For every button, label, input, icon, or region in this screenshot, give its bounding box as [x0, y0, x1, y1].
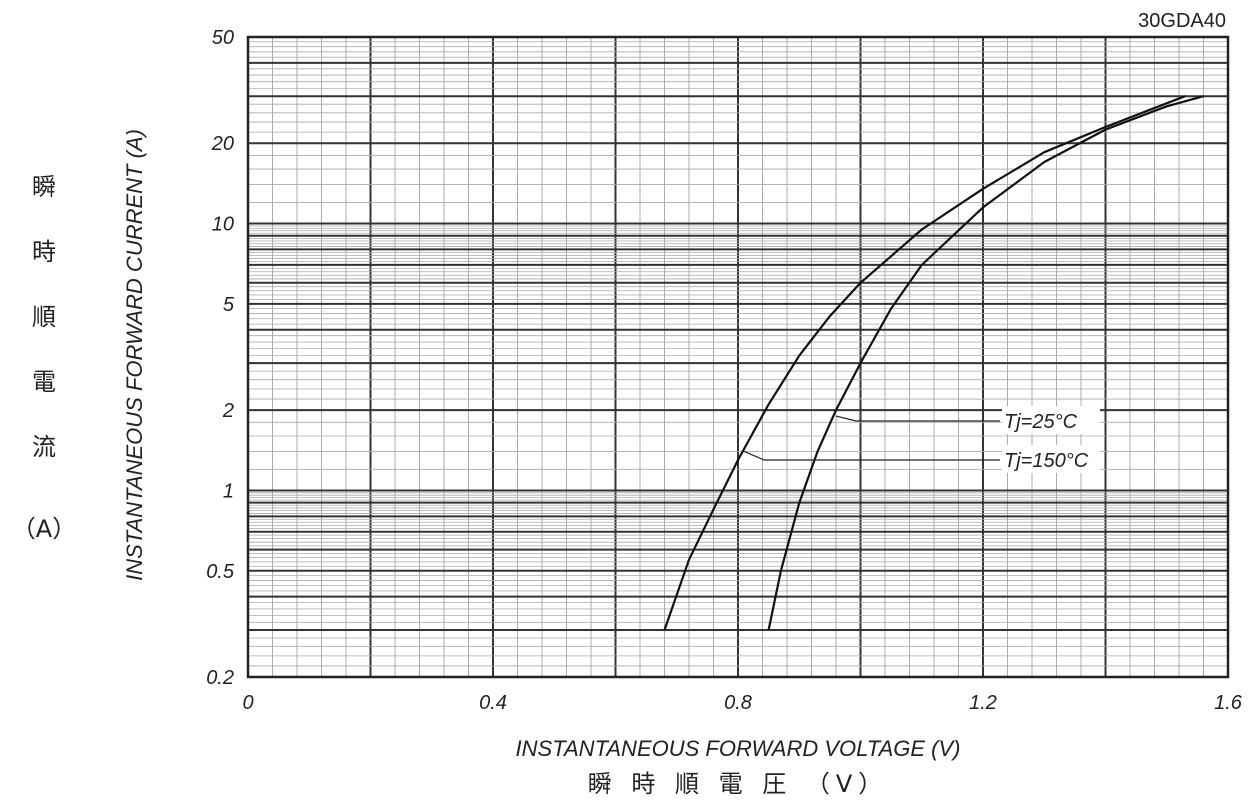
y-tick-label: 0.5: [206, 561, 235, 583]
series-layer: [663, 95, 1204, 631]
y-tick-label: 10: [212, 214, 234, 236]
y-axis-label: INSTANTANEOUS FORWARD CURRENT (A): [122, 129, 147, 581]
x-tick-label: 1.6: [1214, 692, 1243, 714]
y-tick-label: 20: [211, 133, 234, 155]
series-label-bg: [1002, 445, 1100, 473]
y-axis-label-jp-char: 瞬: [32, 173, 56, 201]
x-tick-label: 0.8: [724, 692, 752, 714]
part-number-label: 30GDA40: [1138, 10, 1226, 32]
y-axis-label-jp-char: 順: [32, 303, 56, 331]
series-line-2: [663, 95, 1186, 631]
series-label-bg: [1002, 406, 1100, 434]
y-tick-label: 1: [223, 480, 234, 502]
series-label: Tj=150°C: [1004, 450, 1089, 472]
series-labels: Tj=25°C Tj=150°C: [743, 406, 1100, 473]
tick-labels: 0 0.4 0.8 1.2 1.6 0.2 0.5 1 2 5 10 20 50: [206, 27, 1243, 714]
series-leader-line: [743, 450, 1000, 461]
y-tick-label: 50: [212, 27, 234, 49]
series-line-1: [767, 95, 1204, 631]
grid: [247, 36, 1229, 678]
y-tick-label: 0.2: [206, 667, 234, 689]
plot-border: [246, 35, 1230, 679]
y-tick-label: 5: [223, 294, 235, 316]
y-tick-label: 2: [222, 400, 234, 422]
y-axis-label-jp-char: 電: [32, 368, 56, 396]
x-tick-label: 0: [242, 692, 253, 714]
y-axis-label-jp-char: 時: [32, 238, 56, 266]
y-axis-label-jp-char: 流: [32, 433, 56, 461]
x-tick-label: 0.4: [479, 692, 507, 714]
series-leader-line: [835, 415, 1000, 422]
x-tick-label: 1.2: [969, 692, 997, 714]
x-axis-label: INSTANTANEOUS FORWARD VOLTAGE (V): [516, 736, 961, 761]
series-label: Tj=25°C: [1004, 411, 1078, 433]
x-axis-label-jp: 瞬 時 順 電 圧 （V）: [588, 770, 889, 798]
y-axis-label-jp-unit: （A）: [12, 515, 76, 543]
